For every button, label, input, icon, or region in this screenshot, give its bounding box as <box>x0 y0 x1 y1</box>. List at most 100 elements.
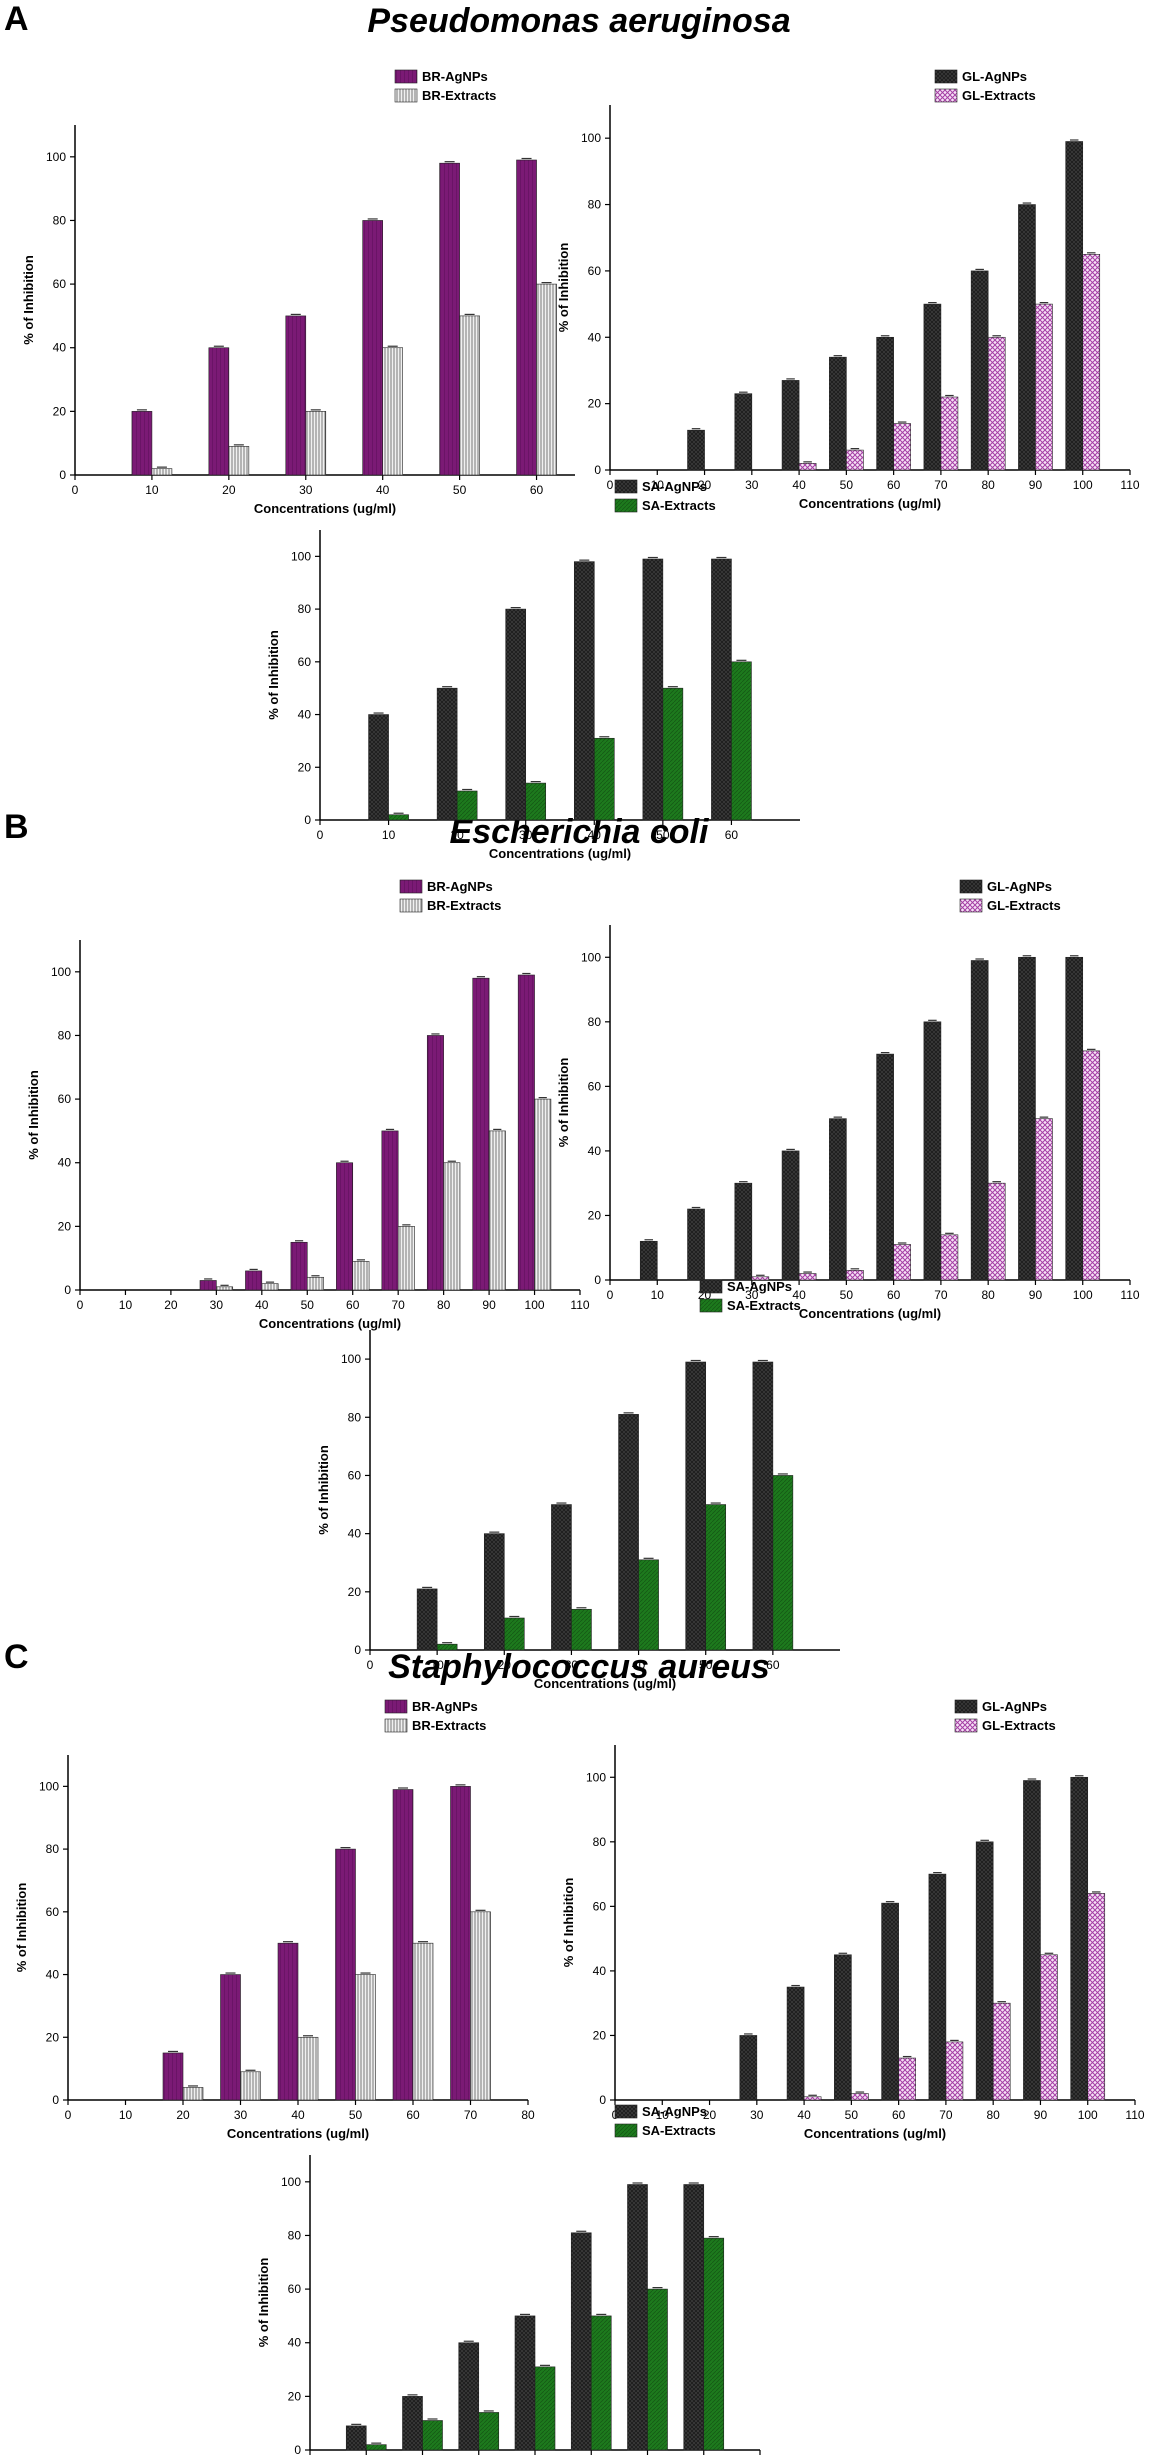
bar-br-agnps <box>220 1974 241 2101</box>
bar-gl-extracts <box>1082 1050 1101 1281</box>
legend-swatch <box>614 479 638 494</box>
bar-gl-agnps <box>781 380 800 471</box>
x-axis-label: Concentrations (ug/ml) <box>227 2126 369 2141</box>
x-tick-label: 40 <box>291 2108 305 2122</box>
bar-gl-agnps <box>734 1182 753 1281</box>
legend-label: SA-AgNPs <box>642 2104 707 2119</box>
bar-br-extracts <box>534 1098 552 1291</box>
x-tick-label: 30 <box>519 828 533 842</box>
bar-br-agnps <box>472 977 490 1291</box>
legend-label: BR-AgNPs <box>427 879 493 894</box>
bar-br-agnps <box>381 1130 399 1291</box>
bar-sa-agnps <box>402 2396 423 2451</box>
bar-br-extracts <box>536 283 557 476</box>
legend-swatch <box>614 498 638 513</box>
y-axis-label: % of Inhibition <box>256 2258 271 2348</box>
y-tick-label: 20 <box>46 2030 60 2044</box>
chart-c1: 0 20 40 60 80 100 0 10 20 30 40 50 60 70 80 Concentrati… <box>0 1690 560 2141</box>
legend-swatch <box>384 1699 408 1714</box>
bar-gl-agnps <box>975 1841 994 2101</box>
legend-swatch <box>384 1718 408 1733</box>
bar-gl-extracts <box>846 1270 864 1281</box>
legend-label: SA-Extracts <box>727 1298 801 1313</box>
x-tick-label: 0 <box>607 478 614 492</box>
x-tick-label: 90 <box>1029 1288 1043 1302</box>
bar-sa-extracts <box>772 1475 794 1651</box>
x-tick-label: 20 <box>222 483 236 497</box>
legend-swatch <box>394 88 418 103</box>
x-tick-label: 30 <box>299 483 313 497</box>
x-tick-label: 110 <box>570 1298 589 1312</box>
y-axis-label: % of Inhibition <box>556 243 571 333</box>
chart-c2: 0204060801000102030405060708090100110Con… <box>561 1690 1145 2141</box>
bar-gl-agnps <box>881 1902 899 2101</box>
legend-label: BR-Extracts <box>422 88 496 103</box>
bar-sa-agnps <box>573 561 595 821</box>
bar-br-agnps <box>162 2052 184 2101</box>
chart-svg-a2: 0 20 40 60 80 100 0 10 20 30 40 50 60 70 80 90 100 110 Con… <box>556 69 1140 511</box>
bar-sa-agnps <box>505 608 527 821</box>
bar-sa-extracts <box>525 782 547 821</box>
panel-label-b: B <box>4 808 29 846</box>
bar-br-agnps <box>285 315 307 476</box>
y-tick-label: 60 <box>288 2282 302 2296</box>
bar-gl-extracts <box>1087 1893 1106 2101</box>
x-tick-label: 30 <box>565 1658 579 1672</box>
x-tick-label: 40 <box>792 1288 806 1302</box>
bar-sa-extracts <box>478 2412 500 2451</box>
y-tick-label: 20 <box>288 2389 302 2403</box>
x-tick-label: 20 <box>176 2108 190 2122</box>
x-tick-label: 30 <box>210 1298 224 1312</box>
x-tick-label: 10 <box>145 483 159 497</box>
y-tick-label: 40 <box>46 1968 60 1982</box>
x-tick-label: 30 <box>745 478 759 492</box>
bar-gl-extracts <box>893 1244 911 1281</box>
bar-sa-extracts <box>571 1608 592 1651</box>
bar-gl-agnps <box>639 1240 658 1281</box>
x-tick-label: 50 <box>656 828 670 842</box>
legend-swatch <box>614 2104 638 2119</box>
bar-gl-extracts <box>1035 1118 1053 1281</box>
bar-sa-extracts <box>388 814 409 821</box>
x-tick-label: 80 <box>521 2108 535 2122</box>
x-tick-label: 10 <box>651 478 665 492</box>
chart-svg-a1: 0 20 40 60 80 100 0 10 20 30 40 50 60 Concentrations … <box>21 69 575 516</box>
bar-sa-extracts <box>731 661 752 821</box>
x-tick-label: 40 <box>588 828 602 842</box>
legend-label: GL-Extracts <box>962 88 1036 103</box>
bar-br-extracts <box>488 1130 506 1291</box>
x-tick-label: 100 <box>1073 1288 1093 1302</box>
bar-br-agnps <box>426 1035 444 1291</box>
y-tick-label: 60 <box>53 277 67 291</box>
panel-title-a: Pseudomonas aeruginosa <box>367 2 791 40</box>
bar-gl-agnps <box>970 270 989 471</box>
bar-sa-extracts <box>703 2237 725 2451</box>
y-tick-label: 100 <box>581 950 601 964</box>
x-tick-label: 10 <box>430 1658 444 1672</box>
bar-sa-extracts <box>503 1617 525 1651</box>
x-tick-label: 0 <box>65 2108 72 2122</box>
bar-gl-agnps <box>923 1021 942 1281</box>
chart-b3: 0 20 40 60 80 100 0 10 20 30 40 50 60 Concentrations … <box>280 1270 840 1691</box>
x-tick-label: 50 <box>301 1298 315 1312</box>
bar-br-extracts <box>352 1261 370 1291</box>
x-tick-label: 50 <box>840 478 854 492</box>
x-tick-label: 60 <box>892 2108 906 2122</box>
bar-gl-agnps <box>687 1208 705 1281</box>
bar-sa-agnps <box>683 2184 705 2451</box>
y-tick-label: 0 <box>59 468 66 482</box>
bar-gl-agnps <box>734 393 753 471</box>
x-tick-label: 40 <box>797 2108 811 2122</box>
y-axis-label: % of Inhibition <box>21 255 36 345</box>
y-tick-label: 20 <box>298 760 312 774</box>
y-tick-label: 60 <box>58 1092 72 1106</box>
x-tick-label: 80 <box>987 2108 1001 2122</box>
bar-gl-extracts <box>1082 254 1101 471</box>
bar-gl-extracts <box>940 1234 959 1281</box>
bar-gl-extracts <box>893 423 911 471</box>
y-tick-label: 40 <box>593 1964 607 1978</box>
bar-gl-extracts <box>846 449 864 471</box>
y-tick-label: 60 <box>298 655 312 669</box>
y-tick-label: 80 <box>288 2228 302 2242</box>
x-tick-label: 110 <box>1125 2108 1144 2122</box>
